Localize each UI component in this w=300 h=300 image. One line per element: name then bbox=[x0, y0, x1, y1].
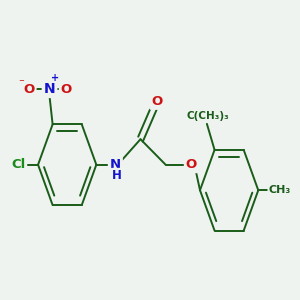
Text: C(CH₃)₃: C(CH₃)₃ bbox=[186, 110, 229, 121]
Text: O: O bbox=[61, 82, 72, 95]
Text: Cl: Cl bbox=[11, 158, 25, 171]
Text: N: N bbox=[110, 158, 121, 171]
Text: ⁻: ⁻ bbox=[18, 78, 24, 88]
Text: CH₃: CH₃ bbox=[268, 185, 291, 195]
Text: O: O bbox=[186, 158, 197, 171]
Text: O: O bbox=[151, 95, 162, 108]
Text: H: H bbox=[112, 169, 122, 182]
Text: N: N bbox=[44, 82, 56, 96]
Text: +: + bbox=[51, 73, 59, 83]
Text: O: O bbox=[23, 82, 34, 95]
